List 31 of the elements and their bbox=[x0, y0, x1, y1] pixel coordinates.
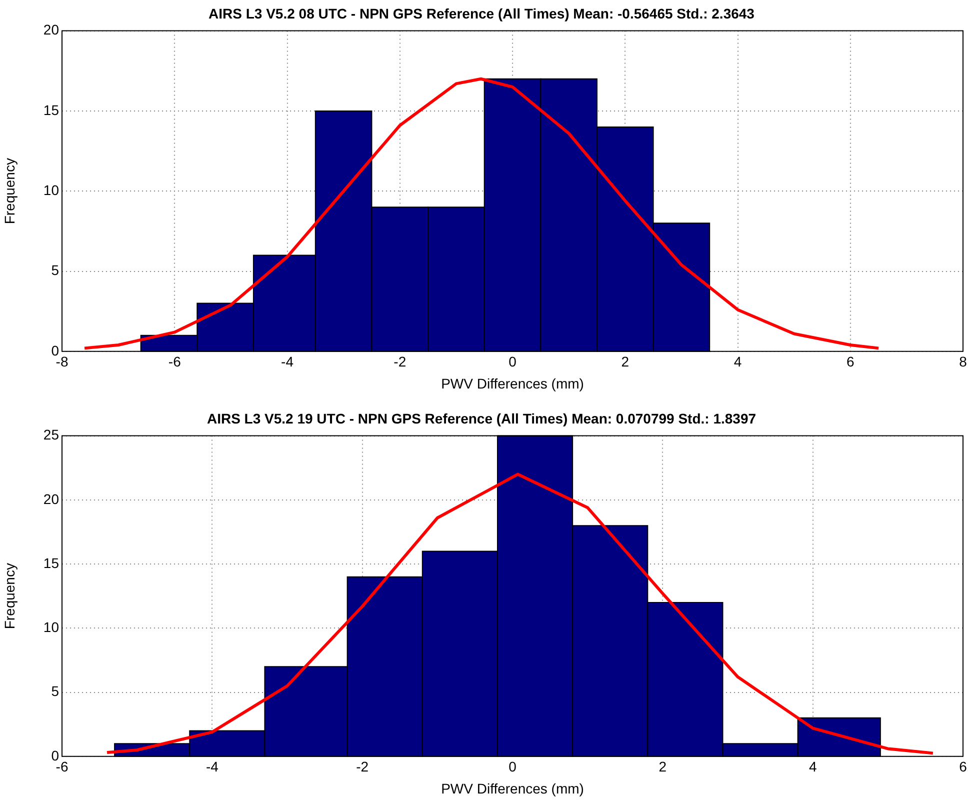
y-tick-label: 20 bbox=[43, 490, 60, 507]
y-tick-label: 15 bbox=[43, 102, 60, 118]
x-tick-label: 2 bbox=[658, 758, 667, 775]
y-tick-label: 10 bbox=[43, 619, 60, 636]
y-axis-title: Frequency bbox=[1, 563, 18, 630]
y-tick-label: 15 bbox=[43, 554, 60, 571]
x-axis-title: PWV Differences (mm) bbox=[441, 780, 584, 796]
x-tick-label: -4 bbox=[206, 758, 219, 775]
y-tick-label: 25 bbox=[43, 426, 60, 443]
x-tick-label: -4 bbox=[281, 354, 294, 370]
y-tick-label: 0 bbox=[51, 342, 60, 358]
x-tick-label: 6 bbox=[846, 354, 854, 370]
x-tick-label: 0 bbox=[508, 758, 517, 775]
x-tick-label: 6 bbox=[959, 758, 968, 775]
x-tick-label: -2 bbox=[356, 758, 369, 775]
x-tick-label: -6 bbox=[168, 354, 182, 370]
chart-title: AIRS L3 V5.2 19 UTC - NPN GPS Reference (All Times) Mean: 0.070799 Std.: 1.8397 bbox=[206, 410, 756, 426]
y-tick-label: 5 bbox=[51, 262, 60, 278]
y-axis-title: Frequency bbox=[1, 158, 18, 224]
y-tick-label: 20 bbox=[43, 22, 60, 38]
x-axis-title: PWV Differences (mm) bbox=[441, 375, 584, 392]
x-tick-label: 8 bbox=[959, 354, 968, 370]
x-tick-label: 4 bbox=[734, 354, 742, 370]
x-tick-label: -2 bbox=[394, 354, 406, 370]
x-tick-label: 0 bbox=[508, 354, 517, 370]
x-tick-label: 4 bbox=[808, 758, 817, 775]
y-tick-label: 10 bbox=[43, 182, 60, 198]
y-tick-label: 0 bbox=[51, 747, 60, 764]
x-tick-label: 2 bbox=[621, 354, 630, 370]
chart-title: AIRS L3 V5.2 08 UTC - NPN GPS Reference (All Times) Mean: -0.56465 Std.: 2.3643 bbox=[208, 5, 755, 22]
y-tick-label: 5 bbox=[51, 683, 60, 700]
